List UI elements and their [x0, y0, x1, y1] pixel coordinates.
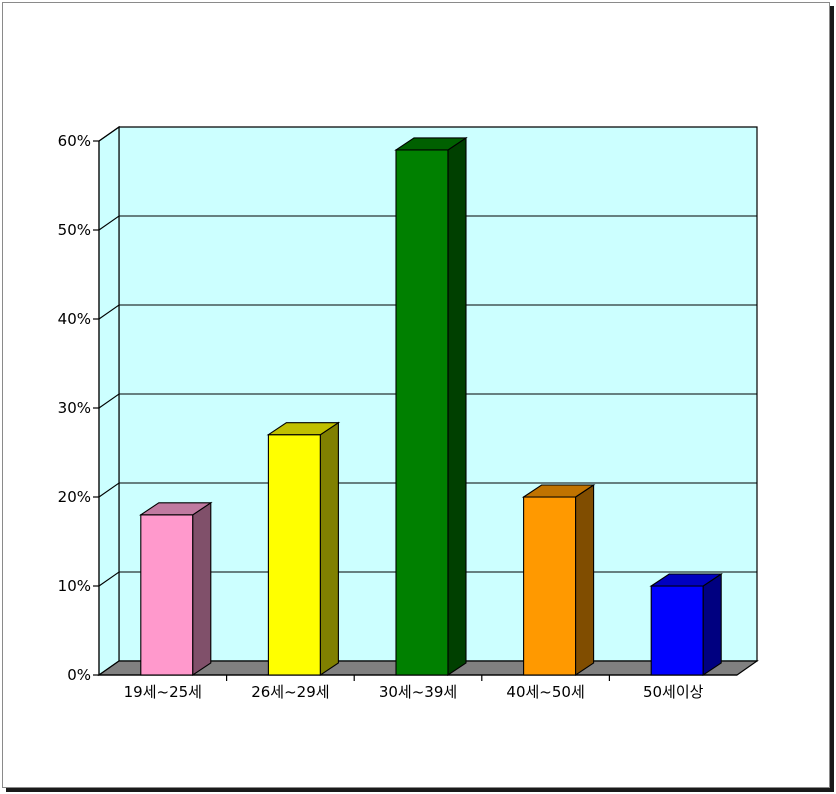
- x-tick-labels: 19세~25세 26세~29세 30세~39세 40세~50세 50세이상: [124, 683, 704, 701]
- bar-front: [140, 514, 194, 676]
- bar: [521, 483, 596, 677]
- x-tick-label: 40세~50세: [506, 683, 584, 701]
- bar: [266, 421, 341, 677]
- bar-front: [395, 149, 449, 676]
- bar-top: [266, 422, 341, 436]
- x-tick-label: 30세~39세: [379, 683, 457, 701]
- y-tick-label: 40%: [58, 310, 91, 328]
- y-tick-label: 20%: [58, 488, 91, 506]
- gridline: [98, 215, 757, 231]
- bar-top: [521, 484, 596, 498]
- y-tick-label: 0%: [67, 666, 91, 684]
- bar-top: [649, 573, 724, 587]
- y-tick-label: 60%: [58, 132, 91, 150]
- bar-front: [523, 496, 577, 676]
- bar-chart: 0% 10% 20% 30% 40% 50% 60% 19세~25세 26세~29세 30세~3…: [58, 125, 759, 701]
- y-tick-label: 30%: [58, 399, 91, 417]
- bar: [138, 501, 213, 677]
- gridline: [98, 393, 757, 409]
- gridline: [98, 482, 757, 498]
- bar-top: [138, 502, 213, 516]
- y-tick-label: 50%: [58, 221, 91, 239]
- x-tick-label: 26세~29세: [251, 683, 329, 701]
- gridline: [98, 126, 757, 142]
- y-tick-labels: 0% 10% 20% 30% 40% 50% 60%: [58, 132, 91, 684]
- bars: [138, 136, 724, 677]
- bar-side: [575, 483, 595, 677]
- bar-side: [192, 501, 212, 677]
- bar-side: [447, 136, 467, 677]
- bar-side: [702, 572, 722, 677]
- gridline: [98, 304, 757, 320]
- x-tick-label: 50세이상: [643, 683, 704, 701]
- bar: [394, 136, 468, 677]
- bar-front: [267, 434, 321, 676]
- bar-top: [394, 137, 468, 151]
- x-tick-label: 19세~25세: [124, 683, 202, 701]
- bar: [649, 572, 724, 677]
- bar-front: [650, 585, 704, 676]
- bar-side: [319, 421, 339, 677]
- y-tick-label: 10%: [58, 577, 91, 595]
